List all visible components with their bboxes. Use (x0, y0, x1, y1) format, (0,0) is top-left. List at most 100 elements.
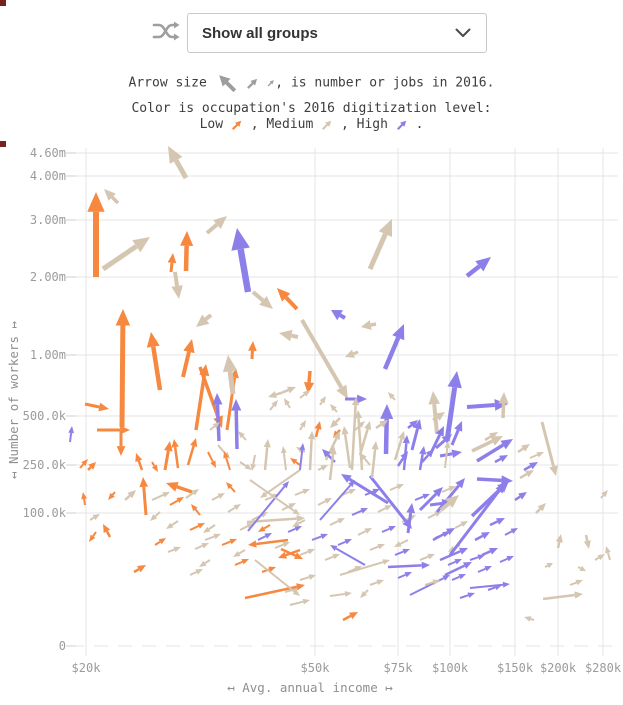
occupation-arrow[interactable] (244, 583, 305, 600)
occupation-arrow[interactable] (514, 492, 527, 502)
occupation-arrow[interactable] (361, 320, 377, 331)
occupation-arrow[interactable] (569, 579, 583, 586)
occupation-arrow[interactable] (428, 391, 440, 435)
occupation-arrow[interactable] (314, 421, 322, 438)
occupation-arrow[interactable] (133, 565, 146, 574)
occupation-arrow[interactable] (151, 461, 158, 472)
occupation-arrow[interactable] (418, 487, 443, 512)
occupation-arrow[interactable] (248, 538, 289, 548)
occupation-arrow[interactable] (419, 553, 435, 561)
occupation-arrow[interactable] (277, 288, 299, 311)
occupation-arrow[interactable] (367, 219, 392, 271)
occupation-arrow[interactable] (341, 474, 389, 505)
occupation-arrow[interactable] (317, 465, 328, 471)
occupation-arrow[interactable] (517, 444, 530, 454)
occupation-arrow[interactable] (222, 355, 238, 395)
occupation-arrow[interactable] (484, 432, 498, 442)
occupation-arrow[interactable] (474, 532, 490, 542)
occupation-arrow[interactable] (260, 469, 301, 498)
occupation-arrow[interactable] (189, 569, 203, 576)
occupation-arrow[interactable] (394, 548, 410, 556)
occupation-arrow[interactable] (300, 318, 348, 399)
quiver-chart[interactable]: $20k $50k $75k $100k $150k $200k $280k 4.60m 4.0… (0, 140, 623, 705)
occupation-arrow[interactable] (529, 452, 544, 459)
occupation-arrow[interactable] (294, 488, 310, 496)
occupation-arrow[interactable] (328, 446, 337, 481)
occupation-arrow[interactable] (414, 493, 430, 501)
occupation-arrow[interactable] (181, 339, 195, 378)
occupation-arrow[interactable] (221, 538, 237, 546)
occupation-arrow[interactable] (223, 451, 231, 471)
occupation-arrow[interactable] (274, 541, 290, 549)
occupation-arrow[interactable] (231, 228, 252, 293)
occupation-arrow[interactable] (280, 547, 303, 559)
occupation-arrow[interactable] (233, 549, 246, 557)
occupation-arrow[interactable] (329, 591, 352, 597)
occupation-arrow[interactable] (435, 478, 465, 513)
occupation-arrow[interactable] (248, 341, 257, 360)
occupation-arrow[interactable] (465, 257, 491, 278)
occupation-arrow[interactable] (389, 484, 404, 491)
occupation-arrow[interactable] (523, 462, 538, 472)
occupation-arrow[interactable] (204, 533, 221, 541)
occupation-arrow[interactable] (186, 438, 198, 466)
occupation-arrow[interactable] (368, 475, 412, 529)
occupation-arrow[interactable] (284, 398, 291, 409)
occupation-arrow[interactable] (97, 425, 130, 435)
occupation-arrow[interactable] (269, 400, 278, 411)
occupation-arrow[interactable] (169, 497, 184, 506)
occupation-arrow[interactable] (421, 449, 434, 463)
occupation-arrow[interactable] (542, 591, 583, 601)
occupation-arrow[interactable] (154, 538, 166, 546)
occupation-arrow[interactable] (290, 458, 301, 466)
occupation-arrow[interactable] (279, 329, 299, 342)
occupation-arrow[interactable] (199, 559, 211, 567)
occupation-arrow[interactable] (476, 439, 513, 463)
occupation-arrow[interactable] (494, 455, 508, 464)
occupation-arrow[interactable] (331, 310, 346, 321)
occupation-arrow[interactable] (194, 543, 209, 550)
occupation-arrow[interactable] (459, 592, 475, 599)
occupation-arrow[interactable] (342, 612, 358, 622)
occupation-arrow[interactable] (167, 546, 181, 553)
occupation-arrow[interactable] (299, 574, 316, 581)
occupation-arrow[interactable] (307, 431, 316, 471)
occupation-arrow[interactable] (319, 396, 326, 406)
occupation-arrow[interactable] (524, 616, 535, 622)
occupation-arrow[interactable] (351, 508, 368, 516)
occupation-arrow[interactable] (337, 539, 352, 546)
occupation-arrow[interactable] (330, 417, 341, 428)
occupation-arrow[interactable] (166, 520, 179, 529)
occupation-arrow[interactable] (418, 446, 427, 471)
occupation-arrow[interactable] (381, 526, 396, 533)
occupation-arrow[interactable] (427, 511, 442, 519)
occupation-arrow[interactable] (577, 565, 586, 571)
occupation-arrow[interactable] (191, 504, 201, 516)
occupation-arrow[interactable] (370, 441, 379, 479)
occupation-arrow[interactable] (104, 189, 120, 205)
occupation-arrow[interactable] (203, 524, 216, 533)
occupation-arrow[interactable] (583, 534, 591, 549)
occupation-arrow[interactable] (345, 349, 359, 358)
occupation-arrow[interactable] (397, 572, 412, 579)
occupation-arrow[interactable] (226, 482, 236, 493)
occupation-arrow[interactable] (280, 386, 296, 395)
occupation-arrow[interactable] (89, 531, 97, 542)
occupation-arrow[interactable] (450, 421, 463, 446)
occupation-arrow[interactable] (466, 399, 508, 411)
occupation-arrow[interactable] (600, 490, 608, 499)
occupation-arrow[interactable] (369, 579, 384, 586)
occupation-arrow[interactable] (124, 490, 136, 501)
occupation-arrow[interactable] (393, 431, 406, 461)
occupation-arrow[interactable] (292, 519, 306, 527)
occupation-arrow[interactable] (358, 421, 372, 456)
occupation-arrow[interactable] (171, 439, 180, 469)
occupation-arrow[interactable] (234, 559, 249, 566)
occupation-arrow[interactable] (499, 556, 514, 563)
occupation-arrow[interactable] (424, 579, 440, 586)
occupation-arrow[interactable] (250, 454, 257, 471)
occupation-arrow[interactable] (81, 492, 87, 506)
occupation-arrow[interactable] (377, 505, 392, 513)
occupation-arrow[interactable] (339, 559, 390, 576)
occupation-arrow[interactable] (227, 504, 241, 513)
